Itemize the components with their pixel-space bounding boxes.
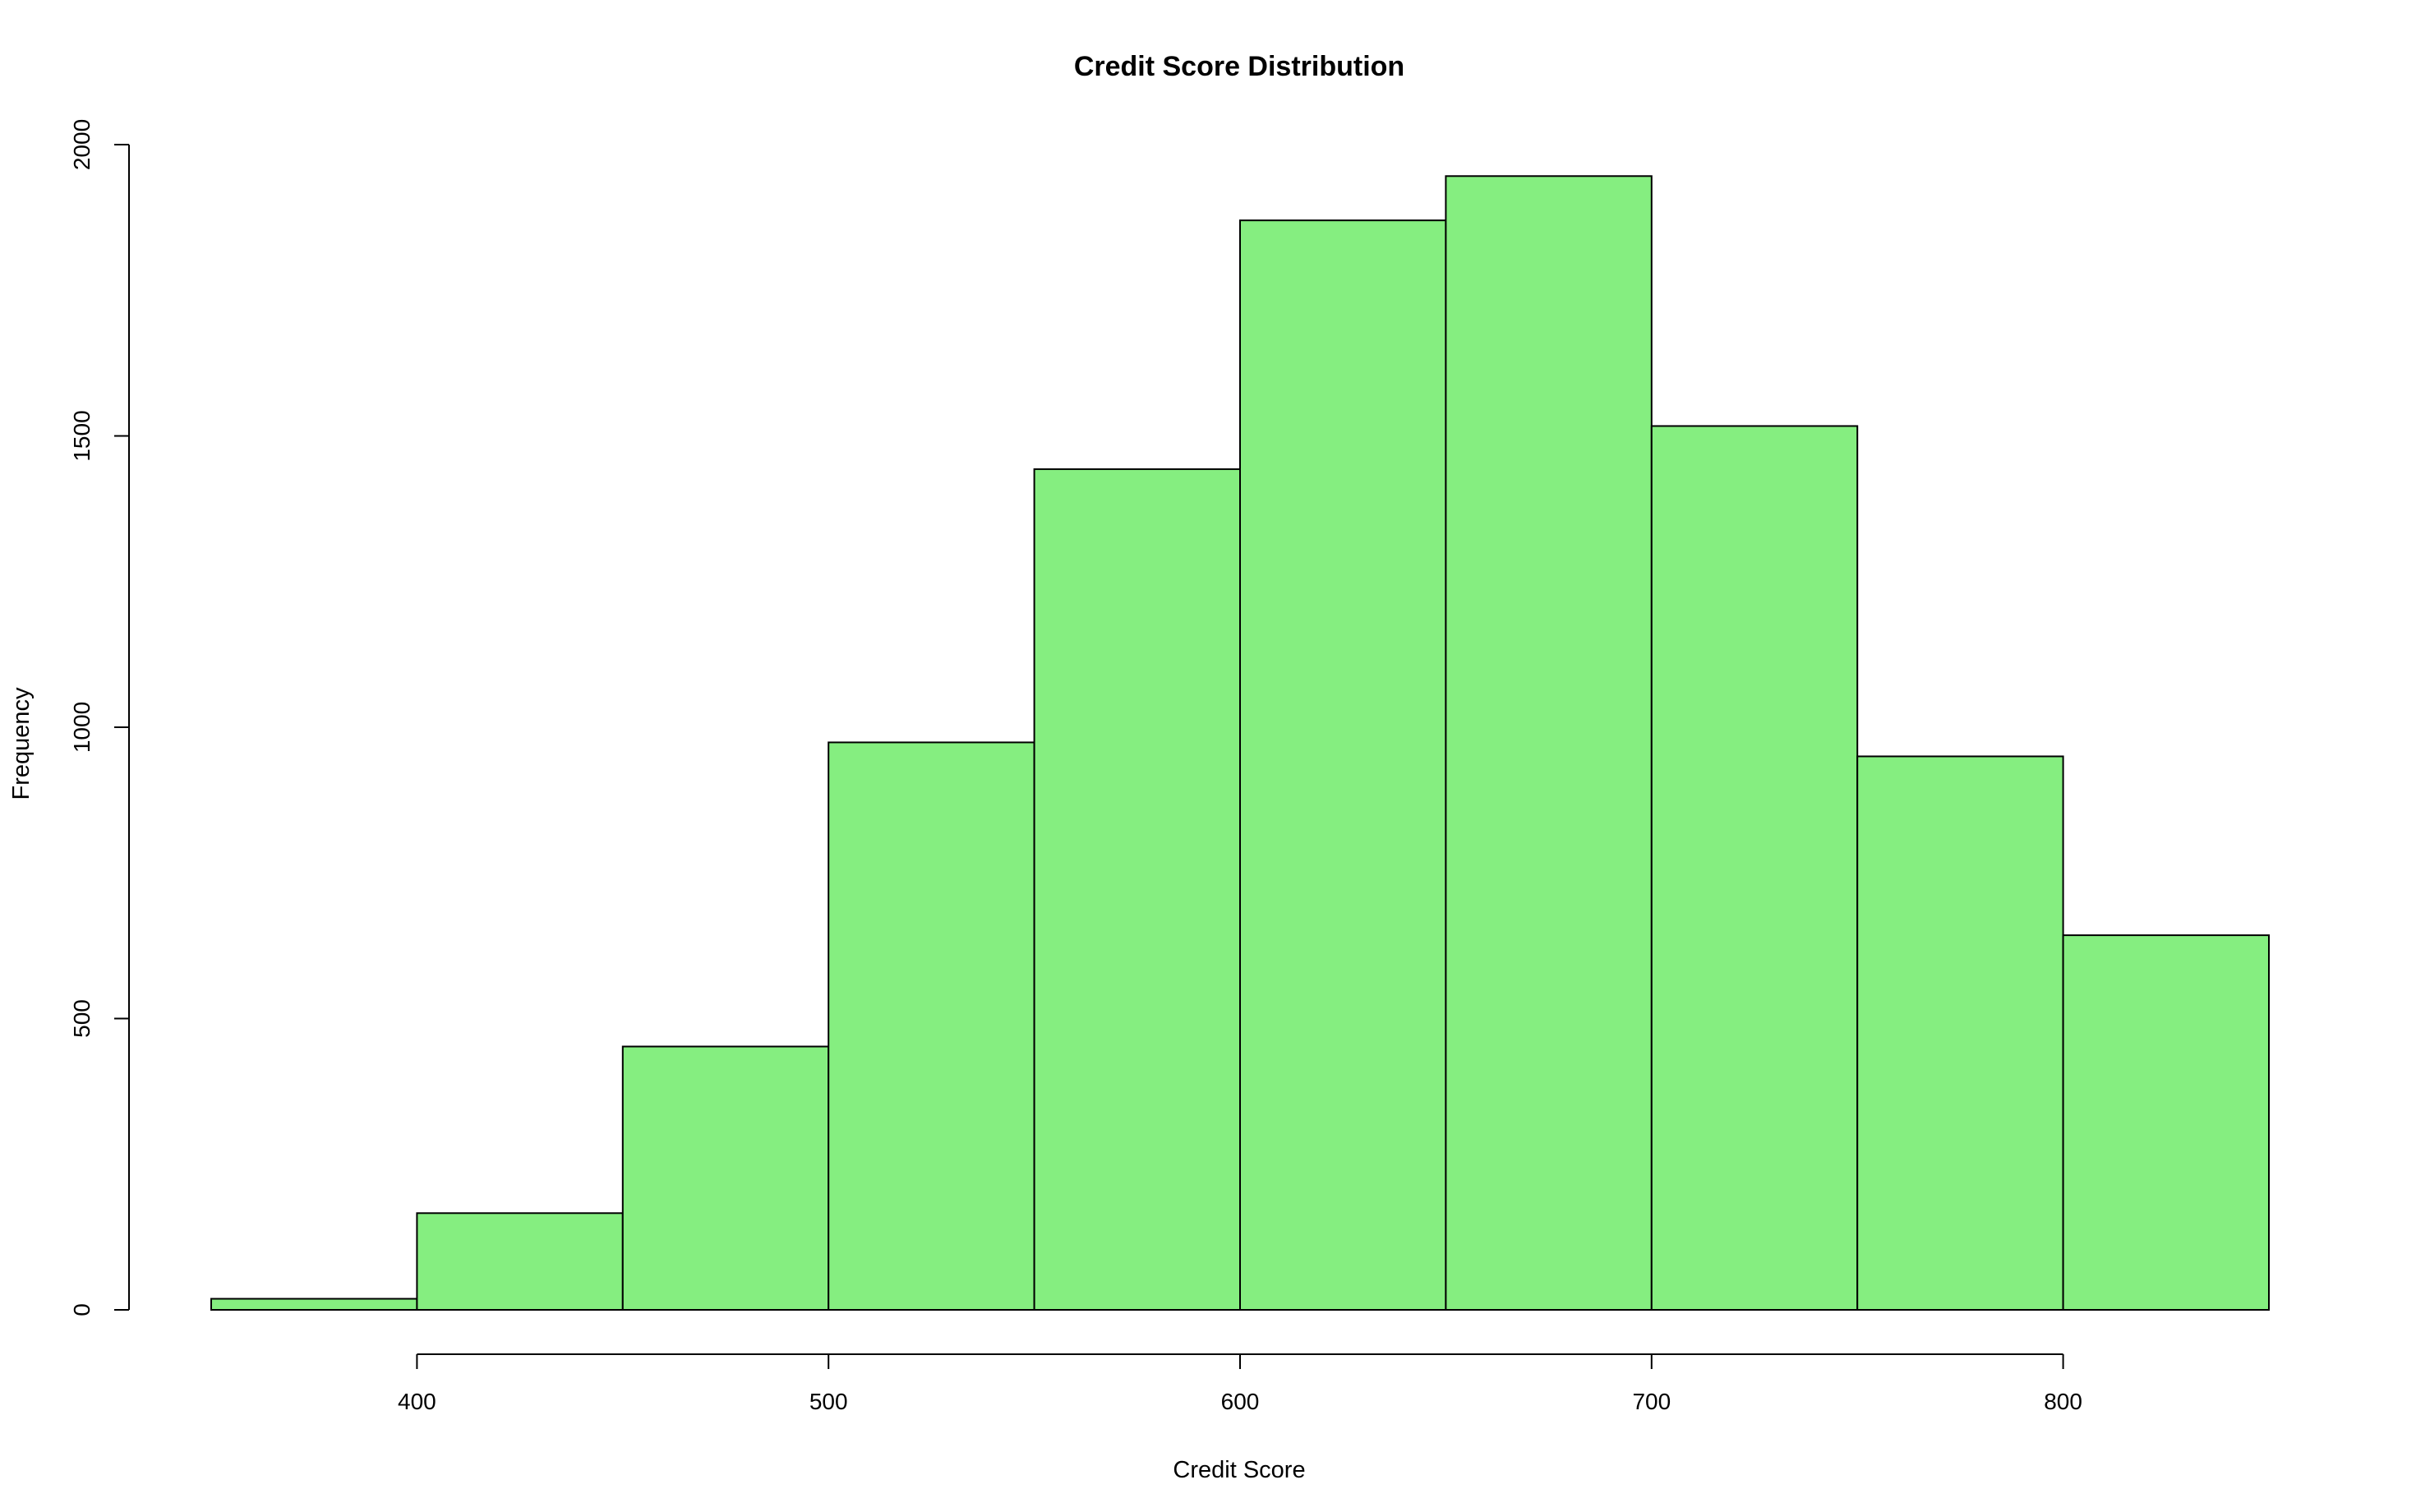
x-tick-label: 800 [2044,1389,2082,1414]
x-tick-label: 700 [1632,1389,1671,1414]
x-axis-label: Credit Score [1173,1457,1305,1483]
histogram-bar [1650,425,1859,1311]
x-tick-label: 500 [809,1389,848,1414]
histogram-bar [828,741,1035,1311]
x-tick-label: 600 [1221,1389,1260,1414]
histogram-bars [210,175,2271,1311]
y-tick-label: 500 [69,999,95,1038]
y-tick-label: 0 [69,1303,95,1316]
histogram-bar [1856,755,2064,1311]
x-tick-label: 400 [398,1389,436,1414]
y-tick-label: 2000 [69,119,95,170]
histogram-bar [2062,934,2271,1311]
y-tick-label: 1000 [69,702,95,753]
y-axis-label: Frequency [8,687,35,800]
y-tick-label: 1500 [69,410,95,461]
histogram-bar [210,1298,418,1311]
histogram-bar [621,1045,830,1311]
x-axis: 400 500 600 700 800 [398,1353,2082,1414]
histogram-bar [1033,468,1241,1311]
histogram-bar [1239,219,1447,1311]
histogram-bar [416,1212,624,1311]
histogram-bar [1445,175,1653,1311]
chart-title: Credit Score Distribution [1074,51,1404,82]
y-axis: 0 500 1000 1500 2000 [69,119,130,1316]
